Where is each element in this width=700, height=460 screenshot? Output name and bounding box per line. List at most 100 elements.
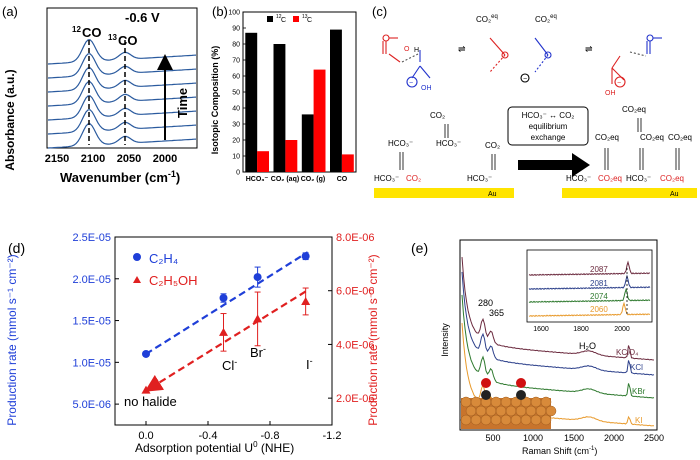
panel-e-xlabel: Raman Shift (cm-1) xyxy=(522,446,597,456)
gold-atom xyxy=(525,405,537,417)
legend-c2h4-label: C₂H₄ xyxy=(149,251,178,266)
c-label-oh: OH xyxy=(605,90,616,97)
panel-b-category: CO₂ (g) xyxy=(301,176,326,183)
legend-12c-swatch xyxy=(267,16,273,22)
panel-d-ytick-left-label: 2.0E-05 xyxy=(72,274,111,286)
c-equilibrium-arrow: ⇌ xyxy=(585,44,593,54)
c-label-o: O xyxy=(404,46,410,53)
au-left-label: Au xyxy=(488,191,497,198)
panel-b-ylabel: Isotopic Composition (%) xyxy=(210,46,220,155)
gold-atom xyxy=(540,414,552,426)
ir-spectrum-curve xyxy=(47,67,197,93)
panel-b-category: CO xyxy=(337,176,348,183)
panel-e-ylabel: Intensity xyxy=(440,323,450,357)
c-label-oh: OH xyxy=(421,85,432,92)
h2o-label: H₂O xyxy=(579,341,596,351)
c2h4-trend-line xyxy=(145,251,309,355)
gold-atom xyxy=(480,414,492,426)
panel-e-xtick: 500 xyxy=(485,433,500,443)
panel-d: (d) Production rate (mmol s⁻¹ cm⁻²) Prod… xyxy=(5,232,380,455)
gold-atom xyxy=(540,396,552,408)
panel-a-peak1-mass: 12 xyxy=(72,25,81,34)
gold-surface-illustration xyxy=(460,378,557,429)
c-species: CO₂eq xyxy=(668,133,692,142)
inset-peak-2081: 2081 xyxy=(590,279,608,288)
panel-d-xlabel: Adsorption potential U0 (NHE) xyxy=(135,440,294,455)
ir-spectrum-curve xyxy=(47,95,197,121)
c2h5oh-point xyxy=(219,327,228,336)
raman-spectrum-curve xyxy=(461,271,655,376)
gold-atom xyxy=(465,405,477,417)
au-right-label: Au xyxy=(670,191,679,198)
bar-12C xyxy=(245,32,258,172)
label-i: I- xyxy=(306,356,313,372)
panel-a-time-label: Time xyxy=(175,88,190,118)
ir-spectrum-curve xyxy=(47,81,197,107)
exchange-box xyxy=(507,106,589,146)
c2h5oh-trend-line xyxy=(144,290,307,392)
panel-d-label: (d) xyxy=(8,240,25,256)
gold-atom xyxy=(470,396,482,408)
c-label-minus: − xyxy=(617,80,621,87)
peak-280-label: 280 xyxy=(478,298,493,308)
au-electrode-right xyxy=(562,188,697,198)
panel-d-marks xyxy=(141,251,311,394)
gold-atom xyxy=(530,414,542,426)
panel-b-ytick-label: 10 xyxy=(232,154,240,161)
bar-13C xyxy=(285,140,298,172)
exchange-box-line2: equilibrium xyxy=(529,122,568,131)
panel-a-xtick: 2050 xyxy=(117,153,141,165)
panel-a-xtick: 2100 xyxy=(81,153,105,165)
panel-d-ytick-right-label: 8.0E-06 xyxy=(336,232,375,244)
c-species: HCO₃⁻ xyxy=(467,174,492,183)
au-electrode-left xyxy=(374,188,514,198)
panel-d-ytick-left-label: 1.5E-05 xyxy=(72,316,111,328)
legend-13c-swatch xyxy=(293,16,299,22)
panel-c: (c) O H OH − ⇌ CO₂eq CO₂eq xyxy=(372,4,697,198)
gold-atom xyxy=(460,396,472,408)
bicarbonate-left-molecule xyxy=(382,34,431,88)
panel-a-peak1-label: CO xyxy=(82,25,102,40)
legend-12c-label: C xyxy=(281,17,286,24)
inset-peak-2074: 2074 xyxy=(590,292,608,301)
panel-b-ytick-label: 0 xyxy=(236,170,240,177)
gold-atom xyxy=(545,405,557,417)
panel-a-potential: -0.6 V xyxy=(125,10,160,25)
c-eq2: CO₂eq xyxy=(535,14,557,24)
inset-spectrum-curve xyxy=(528,288,651,304)
bar-12C xyxy=(330,29,342,172)
gold-atom xyxy=(490,396,502,408)
c-species: CO₂ xyxy=(406,174,421,183)
panel-e: (e) Intensity 280 365 H₂O KClO₄ KCl KBr … xyxy=(411,239,664,456)
c2h4-point xyxy=(253,273,262,282)
inset-spectrum-curve xyxy=(528,274,651,291)
gold-atom xyxy=(515,405,527,417)
panel-d-xtick-label: -1.2 xyxy=(323,430,342,442)
panel-d-ytick-right-label: 6.0E-06 xyxy=(336,286,375,298)
series-ki-label: KI xyxy=(635,416,643,425)
panel-b-ytick-label: 40 xyxy=(232,106,240,113)
panel-d-frame xyxy=(114,236,333,426)
gold-atom xyxy=(530,396,542,408)
c-complex-minus: − xyxy=(523,76,527,83)
inset-spectrum-curve xyxy=(528,260,650,277)
panel-b-category: CO₂ (aq) xyxy=(271,176,299,183)
panel-e-label: (e) xyxy=(411,240,428,256)
c2h5oh-point xyxy=(141,385,151,394)
c-eq1: CO₂eq xyxy=(476,14,498,24)
bar-13C xyxy=(313,69,326,172)
panel-b-ytick-label: 80 xyxy=(232,42,240,49)
peak-365-label: 365 xyxy=(489,308,504,318)
c2h5oh-point xyxy=(301,296,311,305)
series-kbr-label: KBr xyxy=(632,387,646,396)
panel-d-ytick-left-label: 2.5E-05 xyxy=(72,232,111,244)
legend-13c-mass: 13 xyxy=(302,14,308,20)
inset-spectrum-curve xyxy=(528,301,651,318)
label-cl: Cl- xyxy=(222,357,237,373)
panel-d-ytick-right-label: 4.0E-06 xyxy=(336,339,375,351)
c-species: CO₂ xyxy=(485,141,500,150)
panel-d-ytick-right-label: 2.0E-06 xyxy=(336,393,375,405)
gold-atom xyxy=(500,414,512,426)
c-species: CO₂eq xyxy=(660,174,684,183)
